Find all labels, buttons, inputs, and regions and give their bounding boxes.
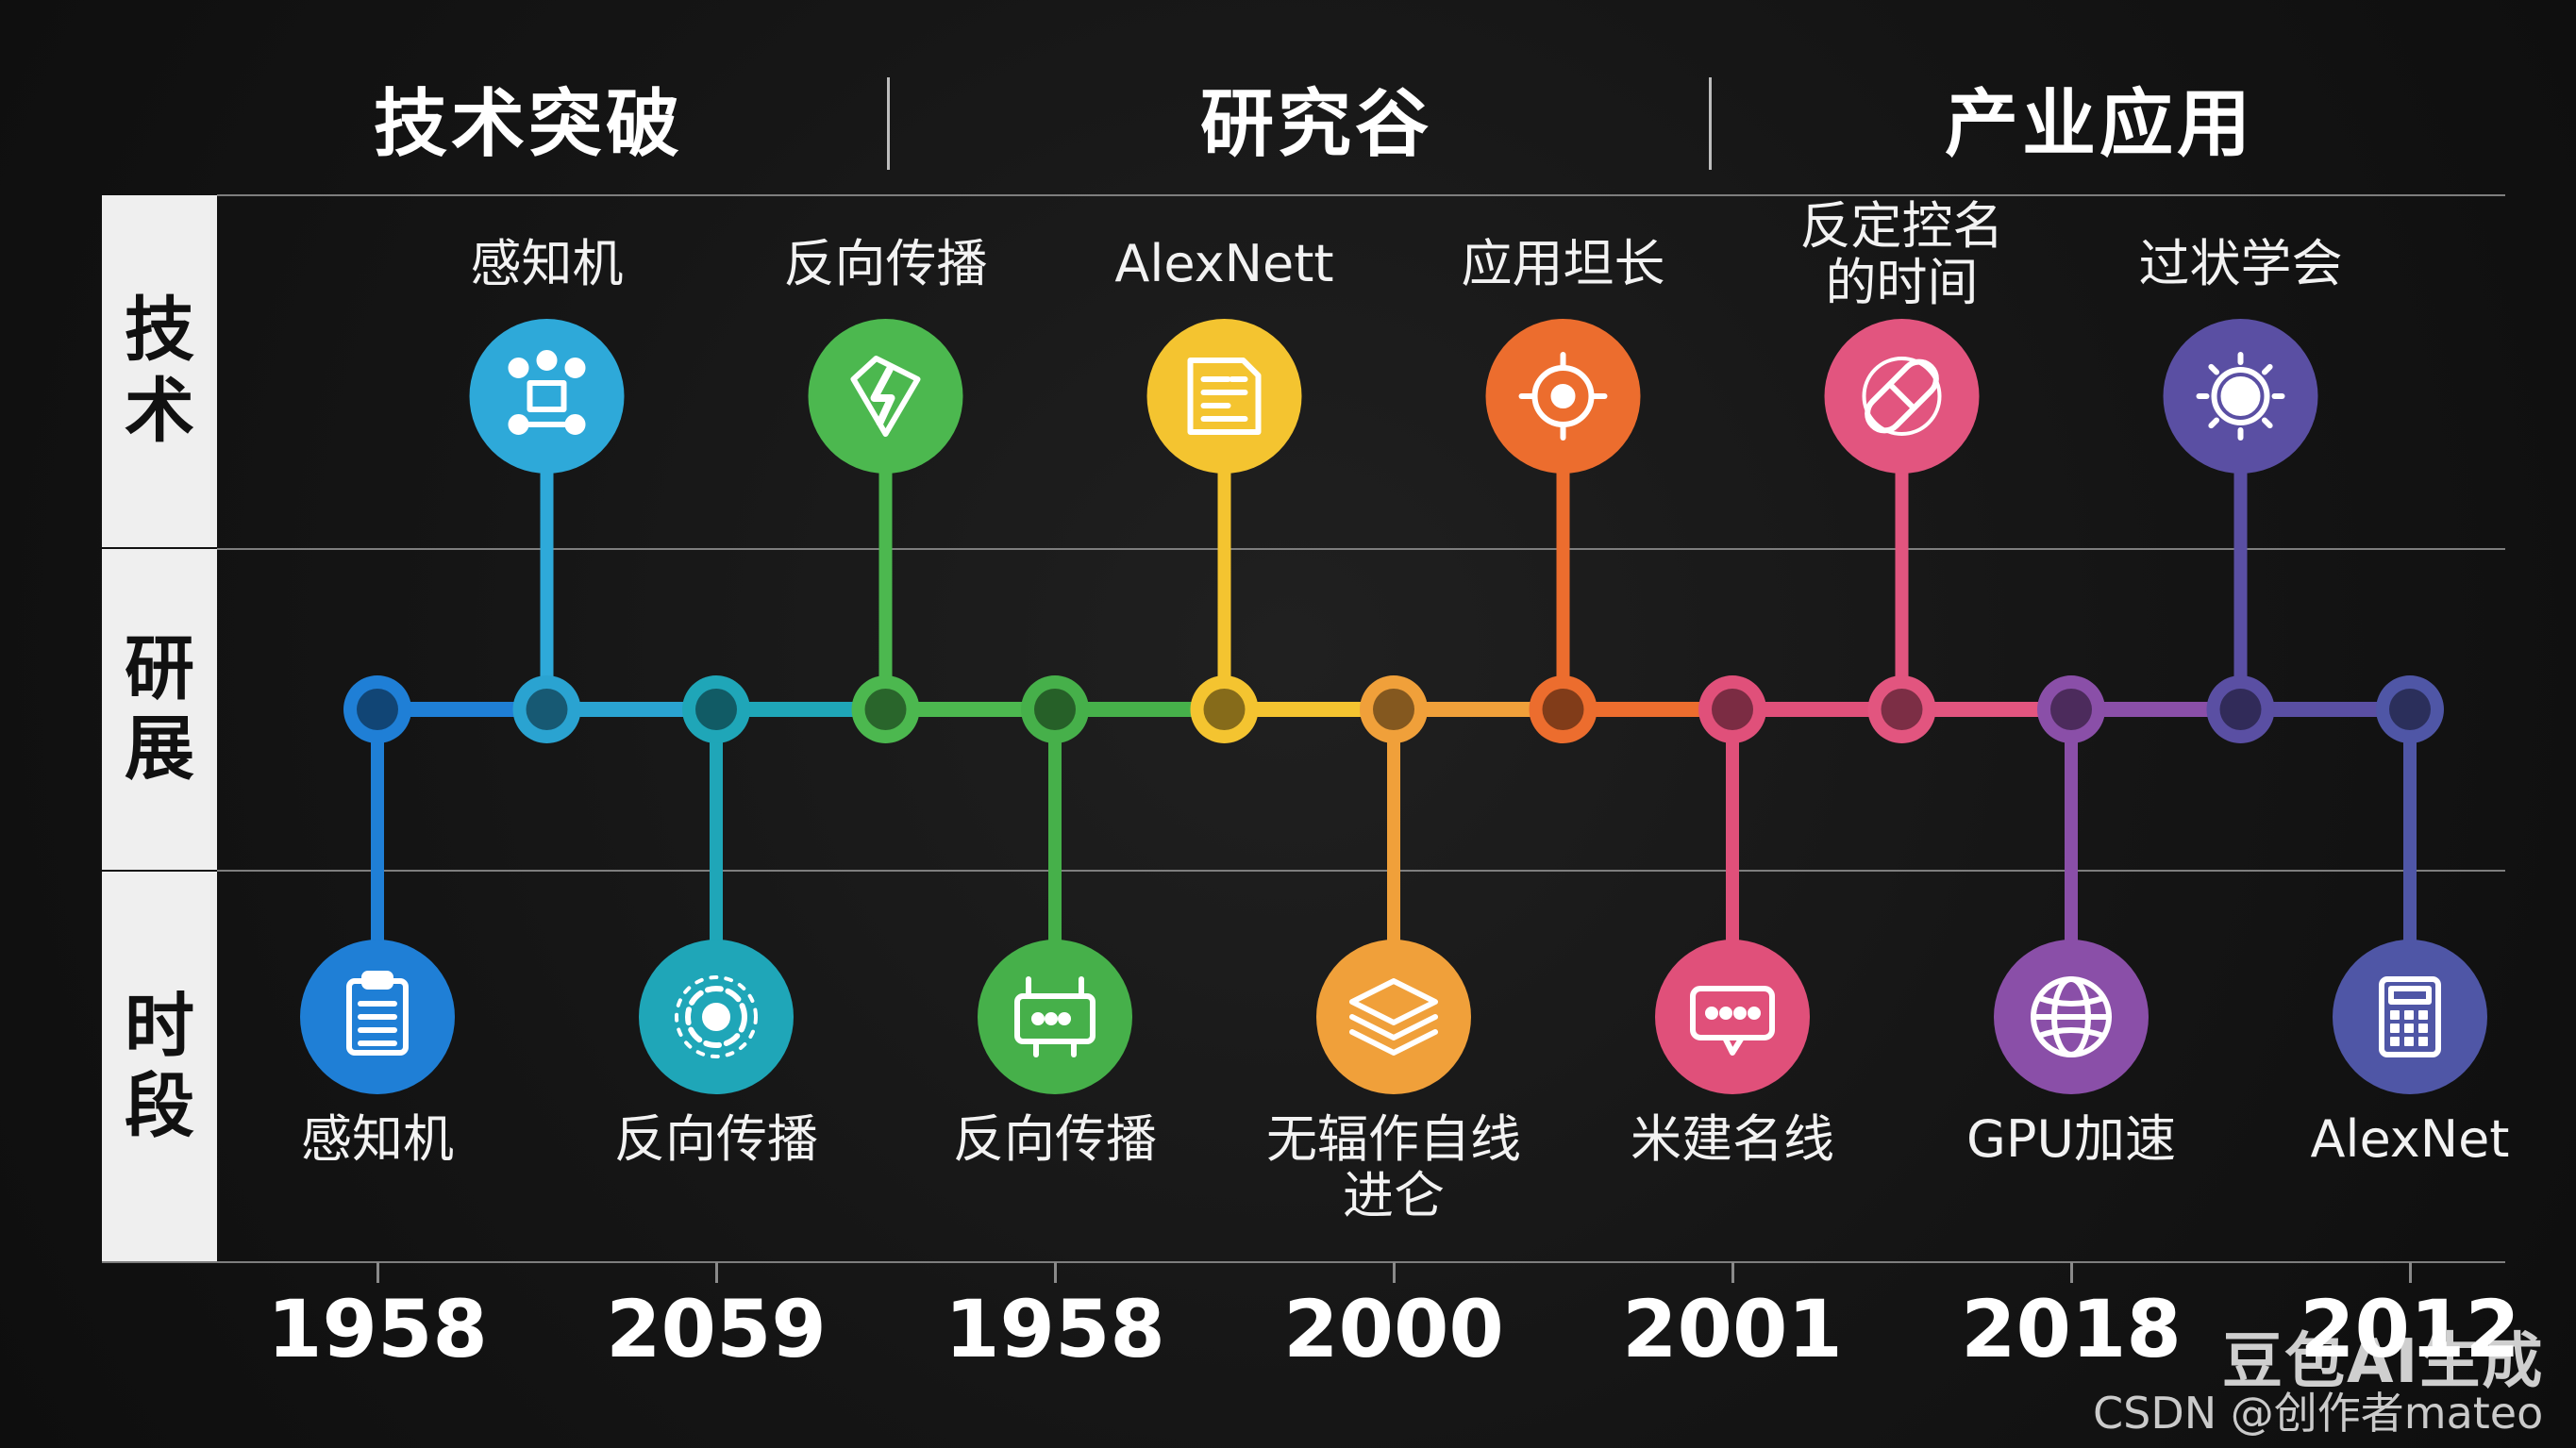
year-tick xyxy=(376,1262,379,1283)
row-label-char: 段 xyxy=(125,1066,194,1147)
year-tick xyxy=(2409,1262,2412,1283)
layers-icon xyxy=(1316,940,1471,1094)
year-label: 1958 xyxy=(945,1283,1165,1375)
bottom-item-label: 反向传播 xyxy=(614,1109,818,1169)
timeline-node-core xyxy=(864,689,907,730)
timeline-node xyxy=(2206,675,2275,743)
timeline-node-core xyxy=(357,689,398,730)
year-tick xyxy=(1731,1262,1734,1283)
year-tick xyxy=(2070,1262,2073,1283)
bottom-item-label: 反向传播 xyxy=(953,1109,1157,1169)
year-label: 2001 xyxy=(1622,1283,1843,1375)
timeline-node xyxy=(343,675,411,743)
row-label-char: 时 xyxy=(125,985,194,1067)
grid-line-bottom xyxy=(102,1261,2505,1263)
top-item-label: 反定控名 的时间 xyxy=(1799,196,2004,313)
bottom-item-label: 感知机 xyxy=(301,1109,454,1169)
top-item-label: 应用坦长 xyxy=(1461,234,1665,293)
row-label-char: 展 xyxy=(125,708,194,790)
grid-line-top xyxy=(217,194,2505,196)
timeline-node xyxy=(1867,675,1936,743)
timeline-node xyxy=(2037,675,2105,743)
header-separator xyxy=(1709,77,1712,170)
timeline-node xyxy=(1529,675,1597,743)
timeline-node-core xyxy=(526,689,568,730)
year-tick xyxy=(1393,1262,1396,1283)
circuit-board-icon xyxy=(978,940,1132,1094)
icon-circle xyxy=(1146,319,1302,474)
clipboard-icon xyxy=(300,940,455,1094)
header-research-valley: 研究谷 xyxy=(1199,82,1432,167)
year-label: 2059 xyxy=(606,1283,827,1375)
bottom-item-label: AlexNet xyxy=(2310,1109,2510,1169)
icon-circle xyxy=(1316,940,1471,1094)
timeline-node xyxy=(1698,675,1766,743)
header-tech-breakthrough: 技术突破 xyxy=(373,82,683,167)
row-label-char: 术 xyxy=(125,370,194,452)
document-list-icon xyxy=(1146,319,1302,474)
timeline-node xyxy=(1360,675,1428,743)
top-item-label: 感知机 xyxy=(470,234,624,293)
lightning-shield-icon xyxy=(808,319,963,474)
chat-bubble-icon xyxy=(1655,940,1810,1094)
calculator-icon xyxy=(2333,940,2487,1094)
timeline-node-core xyxy=(695,689,737,730)
row-label-period: 时 段 xyxy=(102,872,217,1262)
timeline-node xyxy=(682,675,750,743)
watermark-brand: 豆包AI生成 xyxy=(2222,1327,2545,1397)
target-icon xyxy=(1485,319,1641,474)
timeline-node-core xyxy=(1203,689,1246,730)
bottom-item-label: 米建名线 xyxy=(1631,1109,1834,1169)
bottom-item-label: GPU加速 xyxy=(1966,1109,2176,1169)
bottom-item-label: 无辐作自线 进仑 xyxy=(1266,1109,1521,1226)
row-label-char: 研 xyxy=(125,627,194,709)
year-label: 2000 xyxy=(1283,1283,1504,1375)
row-label-char: 技 xyxy=(125,290,194,372)
timeline-node xyxy=(2376,675,2444,743)
icon-circle xyxy=(469,319,625,474)
timeline-node-core xyxy=(1373,689,1414,730)
grid-line-middle-2 xyxy=(217,870,2505,872)
timeline-node-core xyxy=(2219,689,2262,730)
year-label: 2012 xyxy=(2300,1283,2520,1375)
timeline-node-core xyxy=(1881,689,1923,730)
row-label-research: 研 展 xyxy=(102,549,217,870)
header-separator xyxy=(887,77,890,170)
watermark-credit: CSDN @创作者mateo xyxy=(2093,1388,2544,1439)
timeline-node-core xyxy=(2389,689,2431,730)
year-label: 1958 xyxy=(267,1283,488,1375)
year-tick xyxy=(715,1262,718,1283)
network-nodes-icon xyxy=(469,319,625,474)
timeline-node xyxy=(1021,675,1089,743)
header-industry-application: 产业应用 xyxy=(1944,82,2254,167)
grid-line-middle-1 xyxy=(217,548,2505,550)
timeline-node xyxy=(1190,675,1259,743)
timeline-node-core xyxy=(1712,689,1753,730)
year-tick xyxy=(1054,1262,1057,1283)
timeline-node xyxy=(512,675,581,743)
timeline-node-core xyxy=(2050,689,2092,730)
top-item-label: AlexNett xyxy=(1114,234,1334,293)
top-item-label: 过状学会 xyxy=(2138,234,2343,293)
row-label-tech: 技 术 xyxy=(102,195,217,547)
sun-gear-icon xyxy=(2163,319,2318,474)
capsule-icon xyxy=(1824,319,1980,474)
orbit-icon xyxy=(639,940,794,1094)
top-item-label: 反向传播 xyxy=(783,234,988,293)
timeline-node-core xyxy=(1542,689,1584,730)
timeline-node xyxy=(851,675,920,743)
year-label: 2018 xyxy=(1961,1283,2182,1375)
icon-circle xyxy=(1655,940,1810,1094)
globe-icon xyxy=(1994,940,2149,1094)
timeline-node-core xyxy=(1034,689,1076,730)
